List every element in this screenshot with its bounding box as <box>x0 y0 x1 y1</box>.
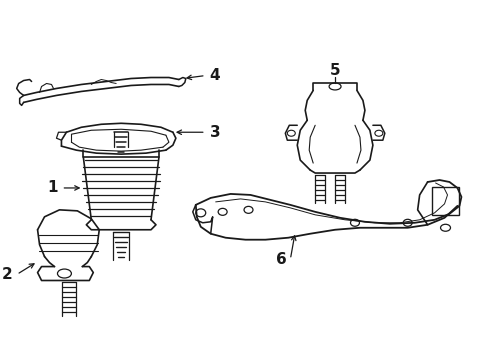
Text: 4: 4 <box>209 68 220 83</box>
Bar <box>431 187 459 215</box>
Text: 2: 2 <box>2 267 13 282</box>
Text: 6: 6 <box>275 252 286 267</box>
Text: 5: 5 <box>329 63 340 78</box>
Text: 3: 3 <box>209 125 220 140</box>
Text: 1: 1 <box>47 180 58 195</box>
